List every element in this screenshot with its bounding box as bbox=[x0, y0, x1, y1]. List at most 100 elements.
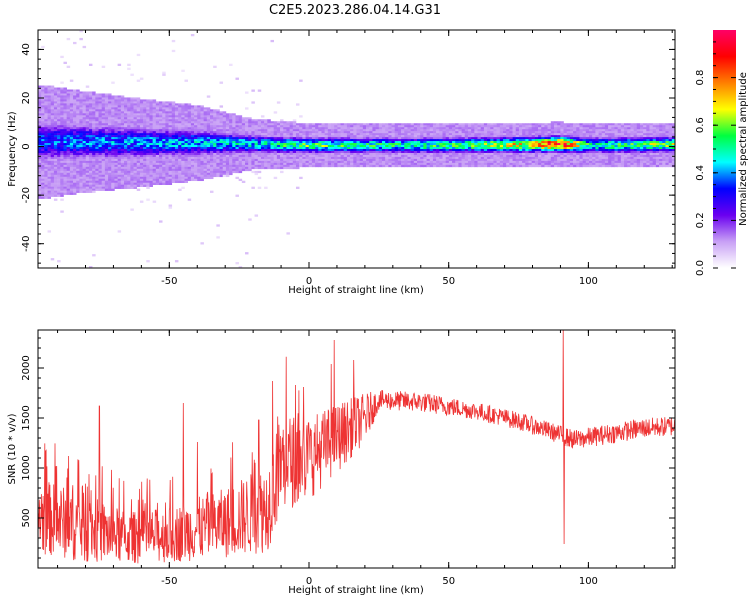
spectrogram-cell bbox=[264, 154, 268, 158]
spectrogram-cell bbox=[85, 125, 90, 128]
spectrogram-cell bbox=[295, 135, 300, 138]
spectrogram-cell bbox=[120, 117, 125, 120]
spectrogram-cell bbox=[509, 150, 513, 154]
spectrogram-cell bbox=[235, 133, 239, 136]
spectrogram-cell bbox=[143, 184, 147, 187]
spectrogram-cell bbox=[136, 107, 141, 110]
spectrogram-cell bbox=[92, 172, 96, 176]
spectrogram-cell bbox=[276, 125, 281, 128]
spectrogram-cell bbox=[407, 154, 411, 158]
spectrogram-cell bbox=[47, 164, 52, 168]
spectrogram-cell bbox=[124, 160, 128, 164]
spectrogram-cell bbox=[133, 160, 138, 164]
spectrogram-cell bbox=[464, 164, 469, 168]
spectrogram-cell bbox=[493, 147, 497, 150]
spectrogram-cell bbox=[47, 230, 52, 233]
spectrogram-cell bbox=[120, 121, 125, 124]
spectrogram-cell bbox=[124, 141, 128, 144]
spectrogram-cell bbox=[260, 162, 265, 166]
spectrogram-cell bbox=[44, 178, 48, 182]
spectrogram-cell bbox=[420, 129, 424, 132]
spectrogram-cell bbox=[133, 103, 138, 106]
spectrogram-cell bbox=[471, 129, 475, 132]
spectrogram-cell bbox=[44, 156, 48, 160]
spectrogram-cell bbox=[276, 143, 281, 146]
spectrogram-cell bbox=[295, 147, 300, 150]
spectrogram-cell bbox=[206, 139, 211, 142]
spectrogram-cell bbox=[327, 133, 332, 136]
spectrogram-cell bbox=[308, 150, 313, 154]
spectrogram-cell bbox=[44, 180, 48, 184]
spectrogram-cell bbox=[178, 119, 182, 122]
spectrogram-cell bbox=[452, 143, 456, 146]
spectrogram-cell bbox=[232, 162, 236, 166]
spectrogram-cell bbox=[120, 103, 125, 106]
spectrogram-cell bbox=[162, 149, 166, 152]
spectrogram-cell bbox=[264, 156, 268, 160]
spectrogram-cell bbox=[308, 149, 313, 152]
spectrogram-cell bbox=[232, 115, 236, 118]
spectrogram-cell bbox=[197, 154, 201, 158]
spectrogram-cell bbox=[512, 158, 517, 162]
spectrogram-cell bbox=[190, 149, 195, 152]
spectrogram-cell bbox=[512, 143, 517, 146]
spectrogram-cell bbox=[104, 113, 109, 116]
spectrogram-cell bbox=[426, 160, 431, 164]
spectrogram-cell bbox=[280, 150, 284, 154]
spectrogram-cell bbox=[318, 133, 322, 136]
spectrogram-cell bbox=[181, 103, 185, 106]
spectrogram-cell bbox=[496, 162, 501, 166]
spectrogram-cell bbox=[197, 176, 201, 180]
spectrogram-cell bbox=[292, 131, 297, 134]
spectrogram-cell bbox=[165, 170, 169, 174]
spectrogram-cell bbox=[401, 162, 405, 166]
spectrogram-cell bbox=[509, 133, 513, 136]
spectrogram-cell bbox=[267, 164, 271, 168]
spectrogram-cell bbox=[44, 137, 48, 140]
spectrogram-cell bbox=[318, 127, 322, 130]
spectrogram-cell bbox=[181, 137, 185, 140]
spectrogram-cell bbox=[432, 150, 437, 154]
spectrogram-cell bbox=[232, 117, 236, 120]
spectrogram-cell bbox=[184, 168, 188, 172]
spectrogram-cell bbox=[436, 158, 440, 162]
spectrogram-cell bbox=[203, 137, 208, 140]
spectrogram-cell bbox=[429, 154, 434, 158]
spectrogram-cell bbox=[101, 125, 106, 128]
spectrogram-cell bbox=[155, 176, 160, 180]
spectrogram-cell bbox=[69, 109, 74, 112]
spectrogram-cell bbox=[299, 79, 303, 82]
spectrogram-cell bbox=[136, 180, 141, 184]
spectrogram-cell bbox=[283, 149, 287, 152]
spectrogram-cell bbox=[273, 139, 278, 142]
spectrogram-cell bbox=[108, 162, 112, 166]
spectrogram-cell bbox=[181, 178, 185, 182]
spectrogram-cell bbox=[47, 184, 52, 187]
spectrogram-cell bbox=[190, 145, 195, 148]
spectrogram-cell bbox=[448, 154, 453, 158]
spectrogram-cell bbox=[340, 149, 345, 152]
spectrogram-cell bbox=[130, 158, 134, 162]
spectrogram-cell bbox=[79, 184, 83, 187]
spectrogram-cell bbox=[334, 150, 338, 154]
spectrogram-cell bbox=[101, 149, 106, 152]
spectrogram-cell bbox=[436, 131, 440, 134]
spectrogram-cell bbox=[295, 166, 300, 170]
spectrogram-cell bbox=[127, 170, 131, 174]
spectrogram-cell bbox=[44, 107, 48, 110]
spectrogram-cell bbox=[499, 164, 504, 168]
spectrogram-cell bbox=[216, 131, 220, 134]
spectrogram-cell bbox=[458, 154, 462, 158]
spectrogram-cell bbox=[63, 95, 67, 98]
spectrogram-cell bbox=[461, 143, 466, 146]
spectrogram-cell bbox=[448, 131, 453, 134]
spectrogram-cell bbox=[490, 141, 494, 144]
spectrogram-cell bbox=[117, 172, 122, 176]
spectrogram-cell bbox=[120, 119, 125, 122]
spectrogram-cell bbox=[503, 150, 507, 154]
spectrogram-cell bbox=[98, 168, 102, 172]
spectrogram-cell bbox=[251, 141, 255, 144]
spectrogram-cell bbox=[385, 164, 389, 168]
spectrogram-cell bbox=[254, 170, 259, 174]
spectrogram-cell bbox=[127, 154, 131, 158]
